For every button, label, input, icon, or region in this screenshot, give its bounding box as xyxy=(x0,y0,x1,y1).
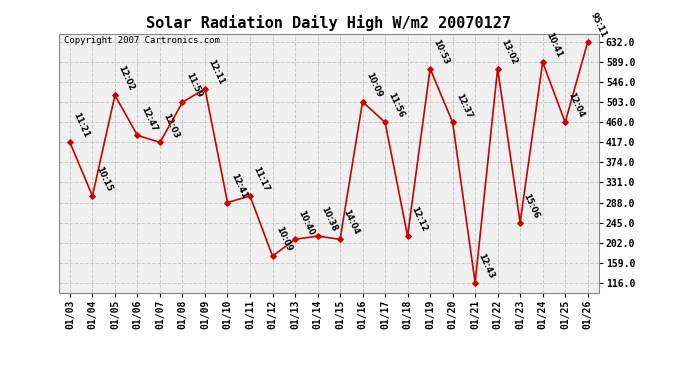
Text: 10:09: 10:09 xyxy=(364,71,384,99)
Text: 11:21: 11:21 xyxy=(71,111,91,140)
Text: 12:41: 12:41 xyxy=(229,172,248,200)
Text: 10:09: 10:09 xyxy=(274,225,293,254)
Title: Solar Radiation Daily High W/m2 20070127: Solar Radiation Daily High W/m2 20070127 xyxy=(146,15,511,31)
Text: 95:11: 95:11 xyxy=(589,11,609,39)
Text: 14:04: 14:04 xyxy=(342,209,361,237)
Text: 12:11: 12:11 xyxy=(206,58,226,86)
Text: 12:03: 12:03 xyxy=(161,112,181,140)
Text: 11:56: 11:56 xyxy=(386,92,406,120)
Text: 12:02: 12:02 xyxy=(117,64,136,93)
Text: 11:17: 11:17 xyxy=(251,165,271,193)
Text: 10:40: 10:40 xyxy=(297,209,316,237)
Text: 10:53: 10:53 xyxy=(431,38,451,66)
Text: 12:04: 12:04 xyxy=(566,92,586,120)
Text: 13:02: 13:02 xyxy=(499,38,518,66)
Text: 11:59: 11:59 xyxy=(184,72,204,99)
Text: 12:12: 12:12 xyxy=(409,205,428,233)
Text: 12:47: 12:47 xyxy=(139,105,158,133)
Text: 10:38: 10:38 xyxy=(319,206,338,233)
Text: 15:06: 15:06 xyxy=(522,192,541,220)
Text: 12:43: 12:43 xyxy=(477,252,496,280)
Text: 10:41: 10:41 xyxy=(544,32,564,59)
Text: 10:15: 10:15 xyxy=(94,165,113,193)
Text: Copyright 2007 Cartronics.com: Copyright 2007 Cartronics.com xyxy=(64,36,220,45)
Text: 12:37: 12:37 xyxy=(454,92,473,120)
